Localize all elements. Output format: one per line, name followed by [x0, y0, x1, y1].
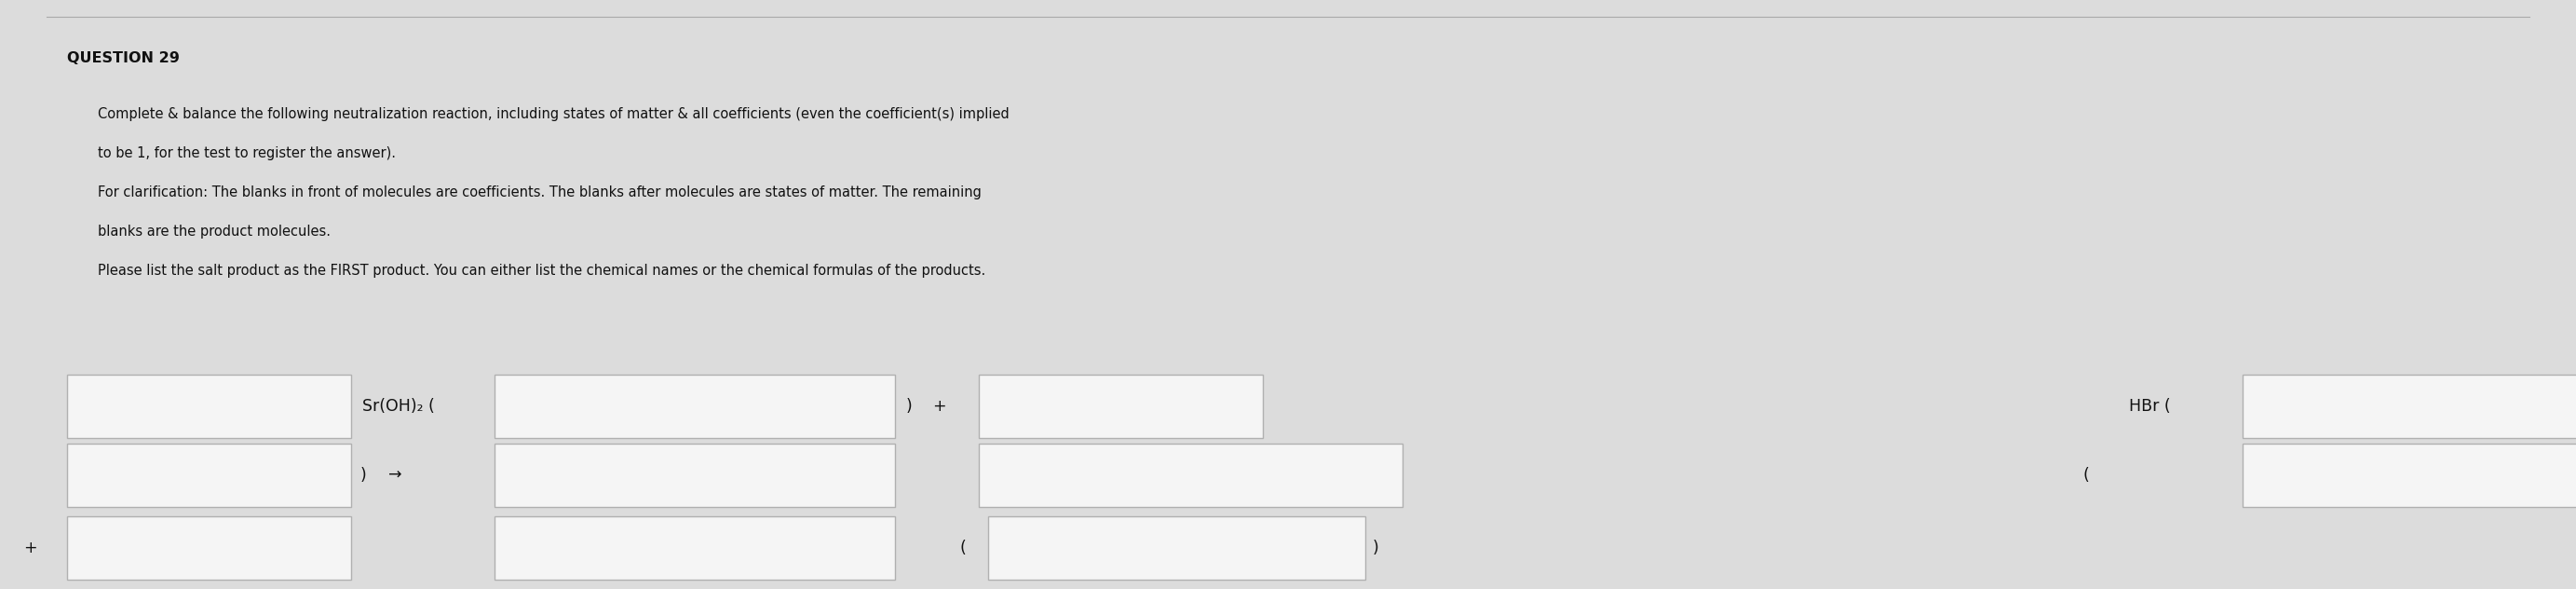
Text: →: →: [389, 467, 402, 484]
Text: HBr (: HBr (: [2128, 398, 2172, 415]
Bar: [979, 375, 1262, 438]
Text: blanks are the product molecules.: blanks are the product molecules.: [98, 224, 330, 239]
Bar: [495, 517, 894, 580]
Text: (: (: [961, 540, 966, 557]
Bar: [989, 517, 1365, 580]
Bar: [979, 444, 1401, 507]
Text: (: (: [2081, 467, 2089, 484]
Text: Complete & balance the following neutralization reaction, including states of ma: Complete & balance the following neutral…: [98, 107, 1010, 121]
Text: QUESTION 29: QUESTION 29: [67, 51, 180, 65]
Text: +: +: [933, 398, 945, 415]
Text: ): ): [907, 398, 912, 415]
Bar: [495, 444, 894, 507]
Text: Sr(OH)₂ (: Sr(OH)₂ (: [363, 398, 435, 415]
Bar: [67, 517, 350, 580]
Text: ): ): [1373, 540, 1378, 557]
Text: For clarification: The blanks in front of molecules are coefficients. The blanks: For clarification: The blanks in front o…: [98, 186, 981, 200]
Bar: [495, 375, 894, 438]
Text: to be 1, for the test to register the answer).: to be 1, for the test to register the an…: [98, 146, 397, 160]
Bar: [2244, 444, 2576, 507]
Text: ): ): [361, 467, 366, 484]
Bar: [2244, 375, 2576, 438]
Text: Please list the salt product as the FIRST product. You can either list the chemi: Please list the salt product as the FIRS…: [98, 264, 987, 278]
Bar: [67, 375, 350, 438]
Bar: [67, 444, 350, 507]
Text: +: +: [23, 540, 36, 557]
